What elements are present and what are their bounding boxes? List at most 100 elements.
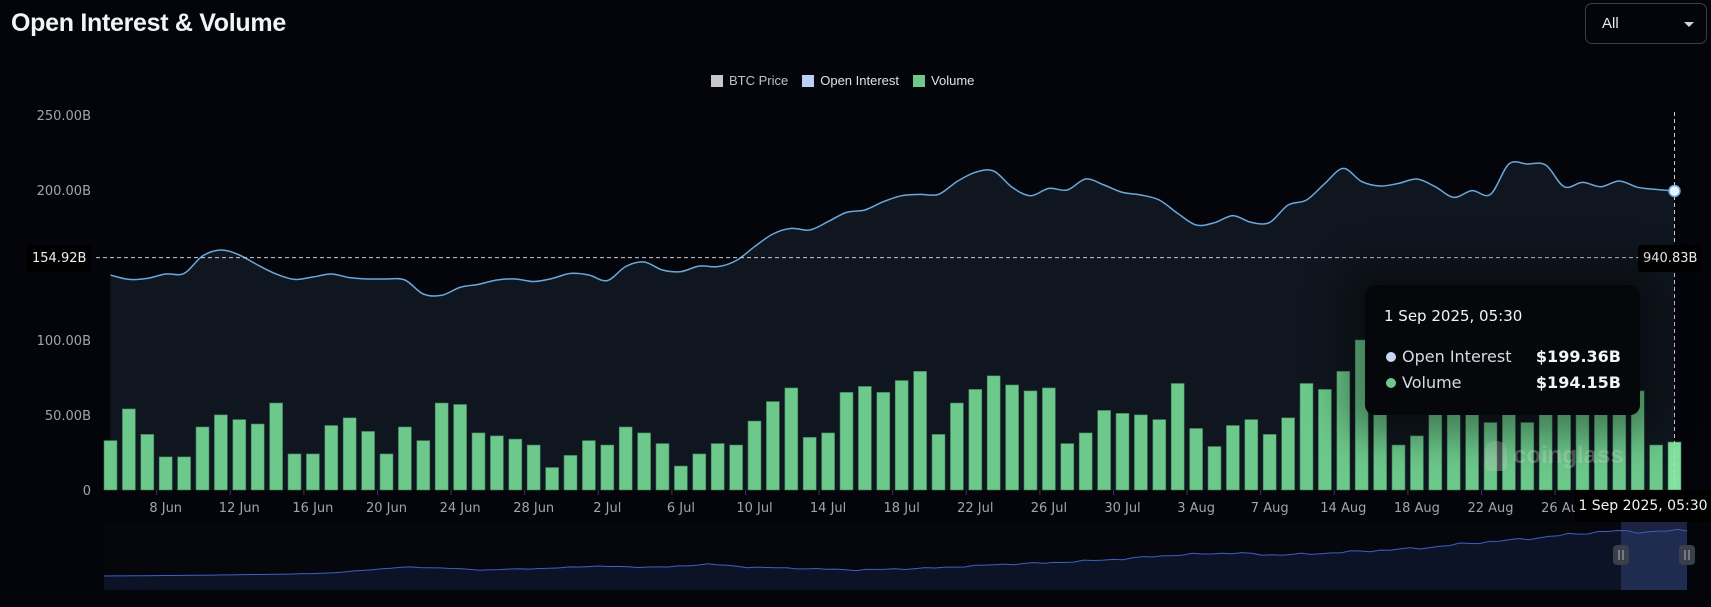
legend-item-btc-price[interactable]: BTC Price (711, 73, 788, 88)
volume-bar[interactable] (802, 437, 817, 491)
volume-bar[interactable] (545, 467, 559, 491)
legend-item-open-interest[interactable]: Open Interest (802, 73, 899, 88)
range-dropdown-value: All (1602, 15, 1619, 32)
x-tick-label: 7 Aug (1251, 501, 1289, 516)
volume-bar[interactable] (1520, 422, 1535, 491)
volume-bar[interactable] (766, 401, 780, 491)
volume-bar[interactable] (1244, 419, 1259, 491)
volume-bar[interactable] (1134, 414, 1148, 491)
x-axis: 8 Jun 12 Jun 16 Jun 20 Jun 24 Jun 28 Jun 2 Jul… (149, 490, 1587, 516)
tooltip-label: Volume (1402, 373, 1462, 392)
volume-bar[interactable] (784, 387, 799, 491)
volume-bar[interactable] (214, 414, 228, 491)
volume-bar[interactable] (1428, 405, 1443, 491)
volume-bar[interactable] (876, 392, 891, 491)
volume-bar[interactable] (1318, 389, 1332, 491)
volume-bar[interactable] (342, 417, 357, 491)
oi-area-fill (110, 161, 1675, 491)
tooltip-value: $194.15B (1535, 373, 1621, 392)
volume-bar[interactable] (490, 435, 504, 491)
volume-bar[interactable] (931, 434, 946, 491)
volume-bar[interactable] (1060, 443, 1075, 491)
volume-bar[interactable] (195, 426, 210, 491)
volume-bar[interactable] (600, 444, 615, 491)
volume-bar[interactable] (1078, 432, 1093, 491)
volume-bar[interactable] (655, 443, 670, 491)
volume-bar[interactable] (471, 432, 486, 491)
volume-bar[interactable] (526, 444, 541, 491)
volume-bar[interactable] (894, 380, 909, 491)
x-tick-label: 22 Jul (957, 501, 993, 516)
volume-bar[interactable] (913, 371, 927, 491)
volume-bar[interactable] (1226, 425, 1240, 491)
volume-bar[interactable] (306, 453, 320, 491)
volume-bar[interactable] (1005, 384, 1019, 491)
legend-swatch (913, 74, 926, 87)
volume-bar[interactable] (398, 426, 412, 491)
volume-bar[interactable] (122, 408, 136, 491)
volume-bar[interactable] (416, 440, 431, 491)
volume-bar[interactable] (453, 404, 467, 491)
volume-bar[interactable] (1465, 402, 1479, 491)
volume-bar[interactable] (1023, 390, 1038, 491)
volume-bar[interactable] (140, 434, 155, 491)
volume-bar[interactable] (729, 444, 743, 491)
navigator[interactable] (103, 522, 1695, 590)
volume-bar[interactable] (1354, 339, 1369, 491)
volume-bar[interactable] (674, 465, 688, 491)
navigator-line (103, 528, 1688, 577)
legend-label: Volume (931, 73, 975, 88)
volume-bar[interactable] (1336, 371, 1351, 491)
volume-bar[interactable] (858, 386, 872, 491)
navigator-selection[interactable] (1621, 522, 1687, 590)
volume-bar[interactable] (508, 438, 523, 491)
volume-bar[interactable] (618, 426, 633, 491)
volume-bar[interactable] (1115, 413, 1130, 491)
volume-bar[interactable] (1483, 422, 1498, 491)
volume-bar[interactable] (692, 453, 707, 491)
volume-bar[interactable] (637, 432, 651, 491)
volume-bar[interactable] (1299, 383, 1314, 491)
volume-bar[interactable] (287, 453, 302, 491)
handle-grip-icon[interactable] (1613, 545, 1629, 565)
volume-bar[interactable] (582, 440, 596, 491)
volume-bar[interactable] (1391, 444, 1406, 491)
volume-bar[interactable] (1042, 387, 1056, 491)
volume-bar[interactable] (1189, 428, 1203, 491)
volume-bar[interactable] (950, 402, 964, 491)
legend-item-volume[interactable]: Volume (913, 73, 974, 88)
volume-bar[interactable] (103, 440, 118, 491)
volume-bar[interactable] (821, 432, 835, 491)
tooltip-value: $199.36B (1535, 347, 1621, 366)
handle-grip-icon[interactable] (1679, 545, 1695, 565)
x-tick-label: 22 Aug (1467, 501, 1513, 516)
volume-bar[interactable] (986, 375, 1001, 491)
volume-bar[interactable] (1410, 435, 1424, 491)
volume-bar[interactable] (1097, 410, 1111, 491)
volume-bar[interactable] (839, 392, 854, 491)
volume-bar[interactable] (710, 443, 725, 491)
volume-bar[interactable] (968, 389, 983, 491)
volume-bar[interactable] (361, 431, 375, 491)
volume-bar[interactable] (269, 402, 283, 491)
volume-bar[interactable] (563, 455, 578, 491)
volume-bar[interactable] (1649, 444, 1663, 491)
volume-bar[interactable] (1281, 417, 1295, 491)
volume-bar[interactable] (379, 453, 394, 491)
navigator-handle-right[interactable] (1679, 545, 1695, 565)
navigator-handle-left[interactable] (1613, 545, 1629, 565)
volume-bar[interactable] (250, 423, 265, 491)
volume-bar[interactable] (1262, 434, 1277, 491)
volume-bar[interactable] (158, 456, 173, 491)
volume-bar[interactable] (747, 420, 762, 491)
oi-hover-point (1668, 184, 1681, 198)
range-dropdown[interactable]: All (1585, 3, 1707, 44)
volume-bar[interactable] (232, 419, 247, 491)
volume-bar[interactable] (1170, 383, 1185, 491)
volume-bar[interactable] (1152, 419, 1167, 491)
volume-bar[interactable] (177, 456, 191, 491)
volume-bar[interactable] (434, 402, 449, 491)
volume-bar[interactable] (324, 425, 339, 491)
volume-bar[interactable] (1207, 446, 1222, 491)
